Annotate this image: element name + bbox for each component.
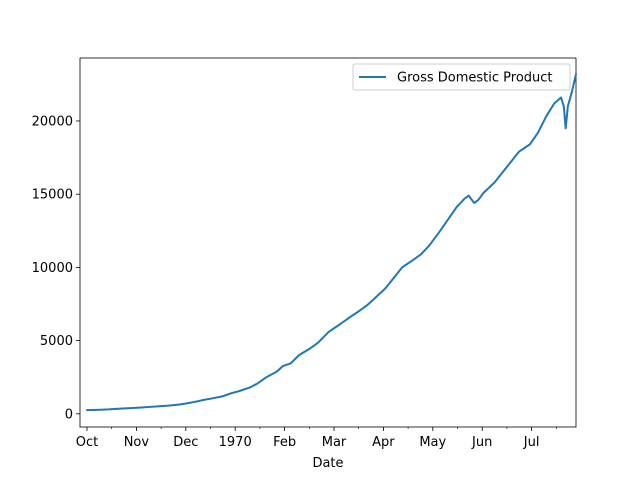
- x-tick-label: Oct: [76, 435, 98, 450]
- x-tick-label: Nov: [124, 435, 150, 450]
- y-tick-label: 10000: [32, 261, 73, 276]
- legend-label: Gross Domestic Product: [397, 71, 553, 86]
- x-tick-label: Feb: [273, 435, 296, 450]
- y-tick-label: 15000: [32, 188, 73, 203]
- series-layer: [86, 73, 577, 412]
- legend: Gross Domestic Product: [352, 63, 571, 91]
- x-axis-label: Date: [312, 456, 343, 471]
- x-axis-ticks: Oct Nov Dec 1970 Feb Mar Apr May Jun Jul: [76, 427, 557, 450]
- y-tick-label: 0: [65, 407, 73, 422]
- x-tick-label: Mar: [322, 435, 347, 450]
- x-tick-label: Apr: [372, 435, 395, 450]
- legend-box: [352, 63, 571, 91]
- y-tick-label: 20000: [32, 114, 73, 129]
- y-axis-ticks: 0 5000 10000 15000 20000: [32, 114, 80, 422]
- x-tick-label: 1970: [219, 435, 252, 450]
- x-tick-label: Jun: [471, 435, 492, 450]
- plot-area: [79, 57, 577, 428]
- y-tick-label: 5000: [40, 334, 73, 349]
- x-tick-label: May: [419, 435, 446, 450]
- x-tick-label: Dec: [173, 435, 198, 450]
- series-line: [86, 73, 577, 412]
- x-tick-label: Jul: [523, 435, 540, 450]
